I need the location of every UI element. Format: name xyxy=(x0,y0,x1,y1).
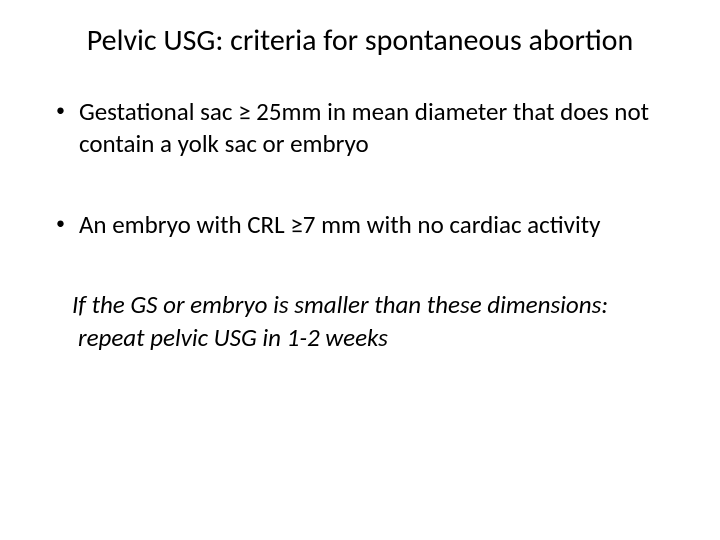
slide: Pelvic USG: criteria for spontaneous abo… xyxy=(0,0,720,540)
footer-note: If the GS or embryo is smaller than thes… xyxy=(54,289,672,354)
bullet-icon: • xyxy=(56,96,65,125)
bullet-text: Gestational sac ≥ 25mm in mean diameter … xyxy=(79,96,672,161)
slide-title: Pelvic USG: criteria for spontaneous abo… xyxy=(48,22,672,60)
list-item: • Gestational sac ≥ 25mm in mean diamete… xyxy=(56,96,672,161)
bullet-list: • Gestational sac ≥ 25mm in mean diamete… xyxy=(48,96,672,242)
bullet-icon: • xyxy=(56,209,65,238)
list-item: • An embryo with CRL ≥7 mm with no cardi… xyxy=(56,209,672,242)
bullet-text: An embryo with CRL ≥7 mm with no cardiac… xyxy=(79,209,672,242)
